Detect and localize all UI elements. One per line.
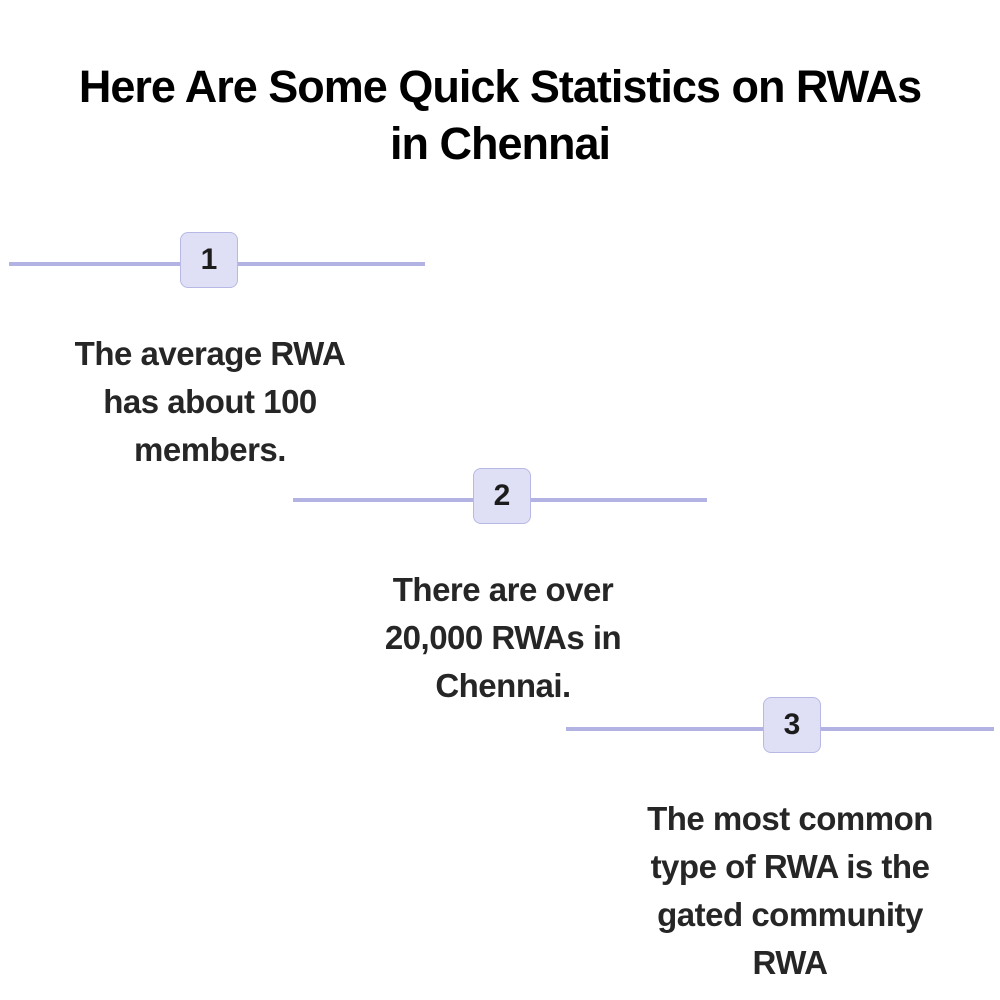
step-2-number-badge: 2 — [473, 468, 531, 524]
step-3-number-badge: 3 — [763, 697, 821, 753]
step-1-number-badge: 1 — [180, 232, 238, 288]
title-line-1: Here Are Some Quick Statistics on RWAs — [78, 61, 922, 112]
title-line-2: in Chennai — [389, 118, 611, 169]
page-title: Here Are Some Quick Statistics on RWAs i… — [0, 58, 1000, 172]
step-1-description: The average RWA has about 100 members. — [74, 335, 346, 468]
step-2-description: There are over 20,000 RWAs in Chennai. — [384, 571, 622, 704]
step-3-description: The most common type of RWA is the gated… — [647, 800, 933, 981]
